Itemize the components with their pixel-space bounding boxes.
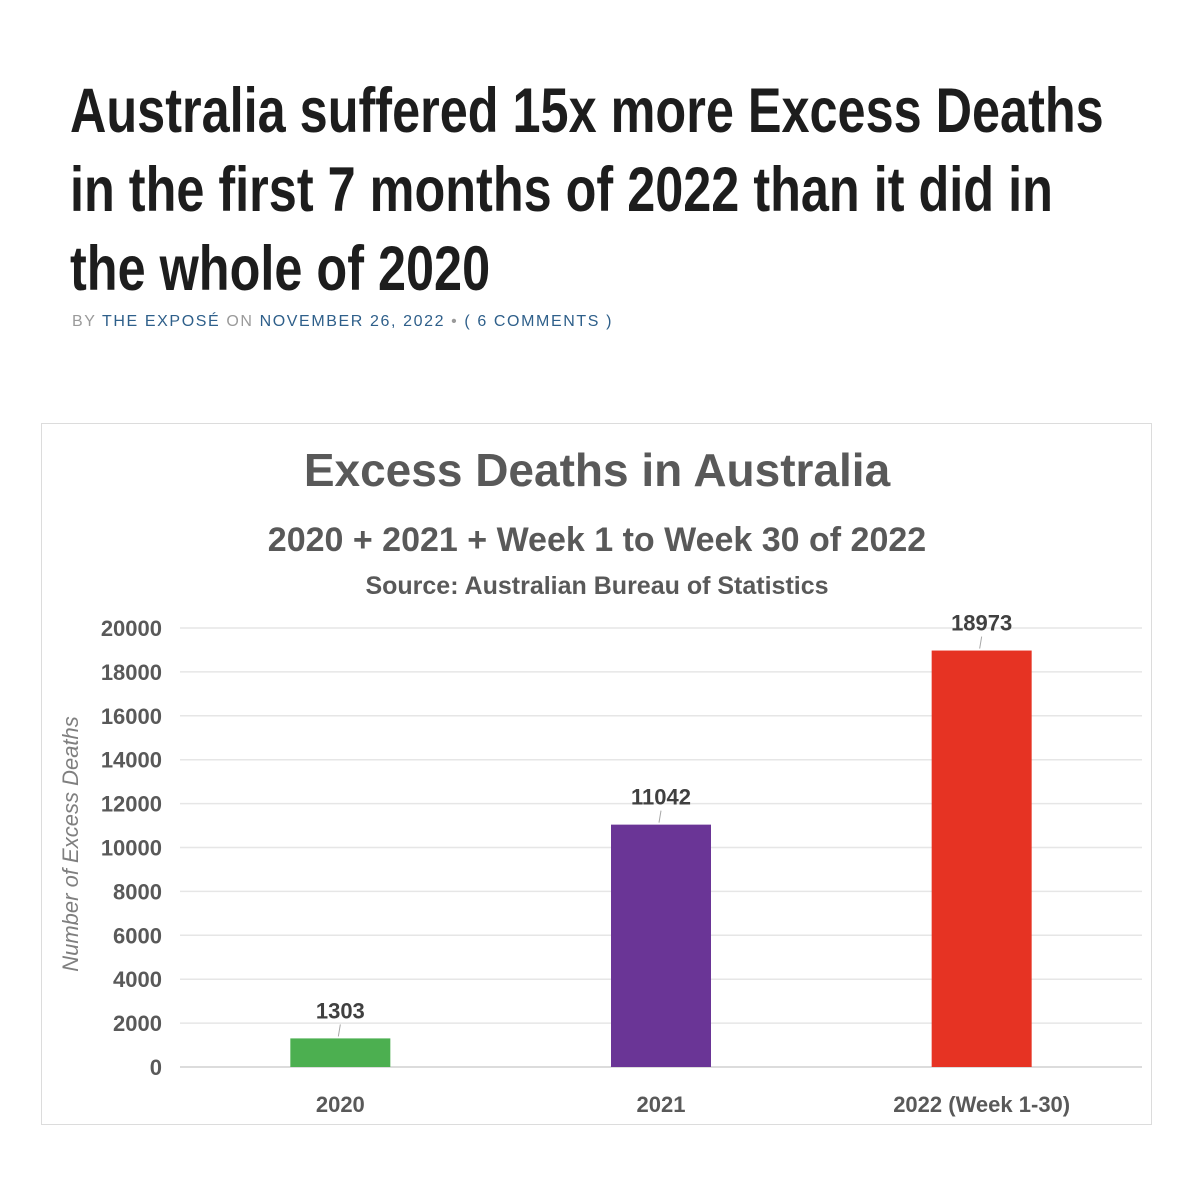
data-label: 11042 — [631, 785, 691, 810]
x-tick-label: 2022 (Week 1-30) — [893, 1092, 1070, 1117]
y-tick-label: 2000 — [113, 1011, 162, 1036]
y-axis-ticks: 0 2000 4000 6000 8000 10000 12000 14000 16000 180… — [101, 616, 162, 1080]
x-tick-label: 2021 — [637, 1092, 686, 1117]
chart-frame: Excess Deaths in Australia 2020 + 2021 +… — [41, 423, 1152, 1125]
x-axis-categories: 2020 2021 2022 (Week 1-30) — [316, 1092, 1070, 1117]
y-tick-label: 12000 — [101, 792, 162, 817]
article-headline: Australia suffered 15x more Excess Death… — [70, 72, 1104, 309]
data-label-leader — [337, 1024, 341, 1037]
chart-title: Excess Deaths in Australia — [304, 444, 891, 496]
chart-subtitle: 2020 + 2021 + Week 1 to Week 30 of 2022 — [268, 521, 926, 559]
data-label: 18973 — [951, 611, 1012, 636]
bar — [290, 1038, 391, 1067]
bar — [931, 650, 1032, 1067]
x-tick-label: 2020 — [316, 1092, 365, 1117]
headline-line: Australia suffered 15x more Excess Death… — [70, 76, 1104, 146]
byline-separator: • — [451, 313, 459, 330]
author-link[interactable]: THE EXPOSÉ — [102, 313, 221, 330]
y-axis-label: Number of Excess Deaths — [58, 716, 83, 972]
y-tick-label: 14000 — [101, 748, 162, 773]
y-tick-label: 10000 — [101, 836, 162, 861]
y-tick-label: 6000 — [113, 923, 162, 948]
chart-source: Source: Australian Bureau of Statistics — [365, 572, 828, 600]
byline-by: BY — [72, 313, 97, 330]
article-byline: BY THE EXPOSÉ ON NOVEMBER 26, 2022 • ( 6… — [72, 313, 613, 331]
headline-line: the whole of 2020 — [70, 234, 491, 304]
data-labels: 1303 11042 18973 — [316, 611, 1012, 1037]
y-tick-label: 16000 — [101, 704, 162, 729]
data-label-leader — [658, 810, 662, 823]
bar-chart: Excess Deaths in Australia 2020 + 2021 +… — [58, 444, 1142, 1117]
y-tick-label: 20000 — [101, 616, 162, 641]
byline-on: ON — [226, 313, 254, 330]
bar — [611, 824, 711, 1067]
date-link[interactable]: NOVEMBER 26, 2022 — [259, 313, 446, 330]
headline-line: in the first 7 months of 2022 than it di… — [70, 155, 1053, 225]
bars — [290, 650, 1032, 1067]
data-label: 1303 — [316, 998, 365, 1023]
y-tick-label: 8000 — [113, 879, 162, 904]
y-tick-label: 0 — [150, 1055, 162, 1080]
y-tick-label: 18000 — [101, 660, 162, 685]
comments-link[interactable]: ( 6 COMMENTS ) — [464, 313, 613, 330]
data-label-leader — [979, 636, 983, 649]
y-tick-label: 4000 — [113, 967, 162, 992]
